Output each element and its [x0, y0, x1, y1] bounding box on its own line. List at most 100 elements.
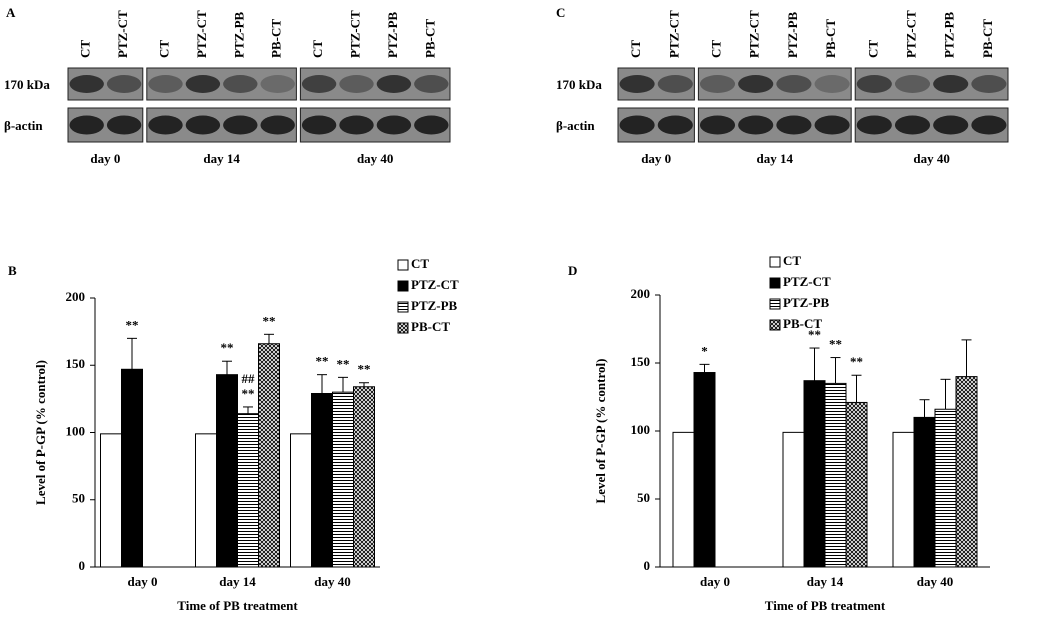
x-tick-label: day 40 [314, 574, 350, 589]
panel-letter: A [6, 5, 16, 20]
panel-letter: D [568, 263, 577, 278]
bar [955, 376, 978, 568]
blot-band [339, 115, 374, 135]
row-label: 170 kDa [4, 77, 50, 92]
bar [892, 431, 915, 568]
significance-label: ** [242, 386, 255, 401]
blot-band [260, 75, 295, 93]
legend-label: CT [411, 256, 429, 271]
legend-label: PTZ-PB [411, 298, 458, 313]
x-tick-label: day 0 [128, 574, 158, 589]
blot-band [414, 75, 449, 93]
row-label: β-actin [4, 118, 43, 133]
lane-label: PTZ-CT [747, 10, 762, 58]
bar [913, 416, 936, 568]
significance-label: ## [242, 371, 256, 386]
bar [782, 431, 805, 568]
x-tick-label: day 0 [700, 574, 730, 589]
panel-letter: B [8, 263, 17, 278]
group-label: day 0 [90, 151, 120, 166]
y-tick-label: 200 [631, 286, 651, 301]
lane-label: PB-CT [980, 19, 995, 58]
significance-label: ** [221, 340, 234, 355]
lane-label: CT [865, 40, 880, 58]
y-tick-label: 0 [644, 558, 651, 573]
blot-band [856, 75, 892, 93]
significance-label: * [701, 343, 708, 358]
lane-label: PB-CT [422, 19, 437, 58]
legend-swatch [769, 277, 781, 289]
blot-band [894, 115, 931, 135]
blot-band [185, 75, 221, 93]
lane-label: PTZ-CT [194, 10, 209, 58]
lane-label: PB-CT [269, 19, 284, 58]
bar [237, 413, 259, 568]
lane-label: PTZ-CT [347, 10, 362, 58]
group-label: day 14 [757, 151, 794, 166]
blot-band [619, 115, 655, 135]
significance-label: ** [850, 354, 863, 369]
blot-band [971, 115, 1007, 135]
significance-label: ** [337, 356, 350, 371]
blot-band [301, 115, 337, 135]
significance-label: ** [126, 317, 139, 332]
bar [100, 433, 122, 568]
blot-band [106, 75, 142, 93]
legend-label: PTZ-CT [411, 277, 459, 292]
blot-band [699, 75, 736, 93]
bar [311, 392, 333, 568]
group-label: day 0 [641, 151, 671, 166]
legend-swatch [397, 280, 409, 292]
bar [824, 382, 847, 568]
legend-swatch [397, 301, 409, 313]
lane-label: PTZ-CT [903, 10, 918, 58]
legend-swatch [397, 259, 409, 271]
lane-label: PTZ-PB [231, 11, 246, 58]
blot-band [699, 115, 736, 135]
blot-band [738, 75, 774, 93]
legend-label: PB-CT [411, 319, 450, 334]
blot-band [933, 115, 969, 135]
y-tick-label: 100 [631, 422, 651, 437]
lane-label: CT [708, 40, 723, 58]
blot-band [185, 115, 221, 135]
legend-swatch [769, 298, 781, 310]
blot-band [657, 115, 693, 135]
blot-band [814, 115, 850, 135]
blot-band [657, 75, 693, 93]
blot-band [856, 115, 892, 135]
blot-band [69, 115, 104, 135]
x-axis-title: Time of PB treatment [765, 598, 886, 613]
bar [121, 368, 143, 568]
lane-label: CT [310, 40, 325, 58]
x-axis-title: Time of PB treatment [177, 598, 298, 613]
significance-label: ** [829, 337, 842, 352]
row-label: 170 kDa [556, 77, 602, 92]
blot-band [148, 115, 183, 135]
blot-band [776, 115, 812, 135]
bar [934, 408, 957, 568]
bar [693, 372, 716, 568]
lane-label: CT [156, 40, 171, 58]
blot-band [69, 75, 104, 93]
blot-band [776, 75, 812, 93]
blot-band [619, 75, 655, 93]
blot-band [971, 75, 1007, 93]
blot-band [106, 115, 142, 135]
y-axis-title: Level of P-GP (% control) [593, 359, 608, 504]
blot-band [933, 75, 969, 93]
blot-band [260, 115, 295, 135]
lane-label: PTZ-PB [385, 11, 400, 58]
lane-label: PB-CT [823, 19, 838, 58]
blot-band [148, 75, 183, 93]
significance-label: ** [316, 354, 329, 369]
legend-swatch [397, 322, 409, 334]
x-tick-label: day 40 [917, 574, 953, 589]
lane-label: PTZ-CT [115, 10, 130, 58]
lane-label: CT [628, 40, 643, 58]
legend-label: PTZ-CT [783, 274, 831, 289]
legend-label: PTZ-PB [783, 295, 830, 310]
y-axis-title: Level of P-GP (% control) [33, 360, 48, 505]
bar [672, 431, 695, 568]
